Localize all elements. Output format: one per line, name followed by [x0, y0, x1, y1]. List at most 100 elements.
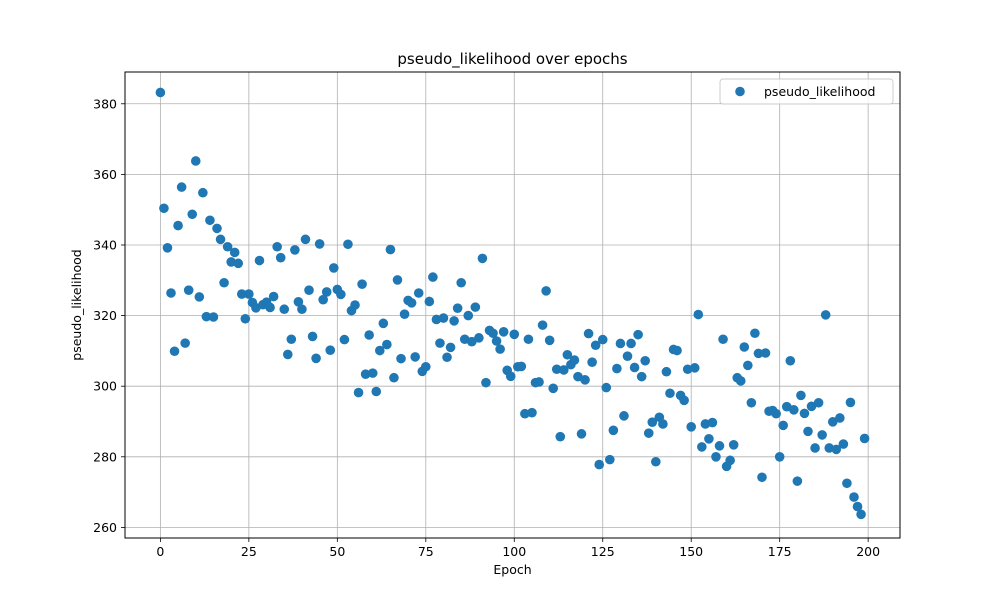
data-point	[477, 253, 488, 264]
data-point	[651, 456, 661, 467]
data-point	[548, 383, 558, 394]
data-point	[435, 338, 445, 348]
data-point	[275, 252, 286, 263]
data-point	[559, 365, 569, 375]
data-point	[212, 223, 222, 234]
x-tick-label: 25	[241, 544, 257, 559]
data-point	[789, 405, 799, 415]
data-point	[456, 277, 466, 288]
data-point	[718, 334, 728, 345]
data-point	[399, 309, 410, 319]
data-point	[321, 287, 332, 297]
data-point	[707, 417, 718, 428]
data-point	[835, 413, 845, 423]
data-point	[357, 279, 367, 289]
data-point	[265, 302, 275, 313]
data-point	[842, 478, 852, 489]
data-point	[697, 442, 707, 452]
data-point	[360, 369, 371, 379]
plot-frame	[124, 71, 901, 539]
data-point	[817, 430, 827, 440]
data-point	[693, 309, 704, 320]
data-point	[555, 431, 566, 442]
data-point	[689, 363, 700, 373]
data-point	[169, 346, 180, 357]
data-point	[374, 345, 385, 356]
data-point	[859, 433, 870, 444]
data-point	[396, 353, 406, 364]
data-point	[743, 360, 753, 371]
data-point	[597, 334, 608, 345]
data-point	[633, 329, 643, 340]
data-point	[852, 501, 863, 512]
data-point	[314, 239, 325, 249]
data-point	[728, 440, 739, 450]
data-point	[661, 366, 672, 377]
data-point	[318, 294, 328, 305]
data-point	[636, 371, 647, 382]
data-point	[679, 395, 689, 406]
y-tick-label: 340	[93, 237, 117, 252]
data-point	[190, 156, 201, 166]
data-point	[686, 421, 697, 432]
data-point	[605, 454, 615, 465]
data-point	[608, 425, 619, 436]
data-point	[491, 336, 502, 346]
data-point	[339, 334, 350, 345]
x-tick-label: 50	[329, 544, 345, 559]
data-point	[187, 209, 198, 220]
data-point	[534, 377, 544, 387]
data-point	[201, 311, 212, 322]
data-point	[449, 316, 459, 326]
data-point	[569, 355, 580, 365]
data-point	[389, 372, 399, 383]
data-point	[725, 455, 735, 466]
data-point	[385, 244, 396, 255]
data-point	[498, 327, 509, 337]
data-point	[180, 338, 190, 348]
data-point	[778, 420, 789, 431]
data-point	[619, 411, 629, 421]
legend-label: pseudo_likelihood	[764, 84, 875, 99]
data-point	[820, 310, 831, 320]
data-point	[760, 348, 771, 358]
data-point	[328, 263, 339, 273]
x-tick-label: 100	[502, 544, 526, 559]
data-point	[672, 345, 682, 356]
data-point	[311, 353, 321, 364]
data-point	[757, 472, 767, 483]
data-point	[665, 388, 675, 399]
x-tick-label: 150	[679, 544, 703, 559]
data-point	[488, 328, 498, 339]
data-point	[785, 355, 796, 366]
data-point	[336, 289, 346, 300]
data-point	[244, 289, 254, 299]
data-point	[813, 397, 824, 408]
data-point	[735, 376, 746, 386]
data-point	[159, 203, 169, 214]
data-point	[279, 304, 290, 315]
data-point	[297, 304, 307, 315]
data-point	[353, 387, 364, 398]
data-point	[622, 351, 633, 361]
data-point	[505, 371, 516, 382]
plot-area	[125, 72, 900, 538]
data-point	[640, 355, 651, 366]
x-tick-label: 175	[768, 544, 792, 559]
data-point	[516, 361, 527, 372]
x-tick-label: 75	[418, 544, 434, 559]
data-point	[219, 277, 229, 288]
data-point	[410, 352, 420, 362]
data-point	[307, 331, 318, 342]
data-point	[463, 310, 474, 321]
data-point	[367, 368, 378, 378]
data-point	[750, 328, 760, 339]
data-point	[714, 441, 725, 451]
data-point	[205, 215, 215, 226]
y-tick-label: 380	[93, 96, 117, 111]
data-point	[282, 349, 293, 360]
data-point	[774, 452, 785, 462]
data-point	[452, 303, 463, 313]
data-point	[162, 243, 173, 253]
data-point	[183, 285, 194, 295]
